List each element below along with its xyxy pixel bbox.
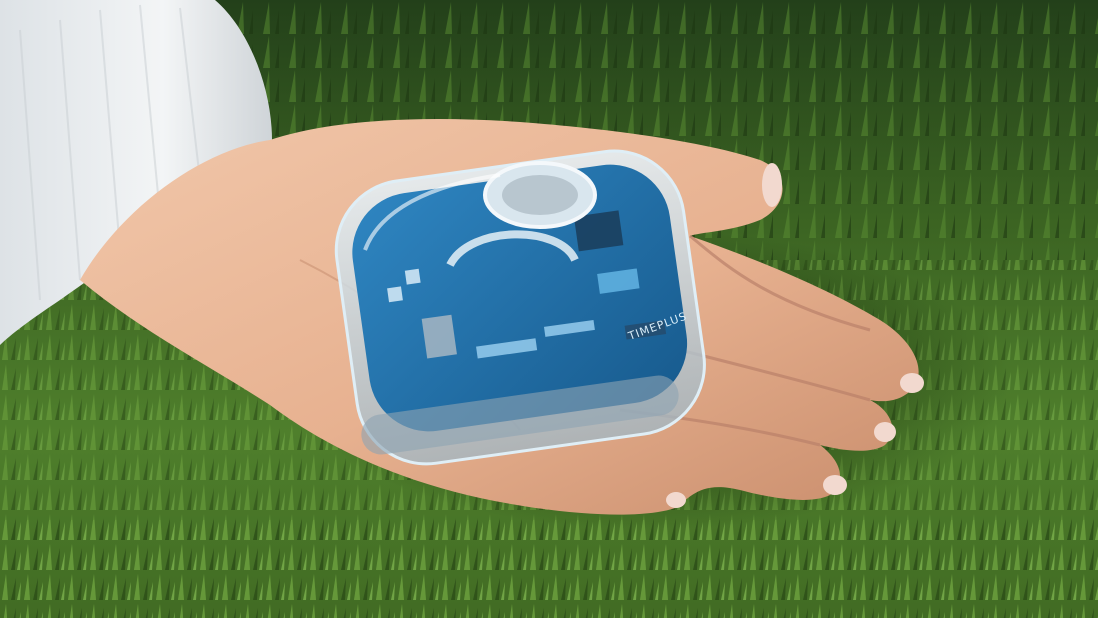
- sleeve-knit-lines: [19, 4, 201, 301]
- fingernail-index: [762, 163, 782, 207]
- device-ring-hole: [502, 175, 578, 215]
- grass-foreground: [0, 520, 1098, 618]
- fingernail-pinky: [823, 475, 847, 495]
- device-highlight: [363, 173, 501, 251]
- pcb-components: [387, 210, 667, 359]
- device: TIMEPLUS: [334, 149, 706, 466]
- fingernail-middle: [900, 373, 924, 393]
- device-hook: [446, 230, 579, 268]
- sleeve: [0, 0, 272, 345]
- finger-crease-1: [689, 234, 871, 332]
- device-side: [361, 375, 679, 455]
- fingernail-ring: [874, 422, 896, 442]
- fingernail-thumb: [666, 492, 686, 508]
